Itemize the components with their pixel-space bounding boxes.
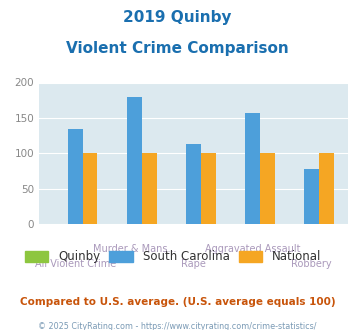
Text: Compared to U.S. average. (U.S. average equals 100): Compared to U.S. average. (U.S. average …	[20, 297, 335, 307]
Bar	[83, 153, 97, 224]
Bar	[127, 97, 142, 224]
Legend: Quinby, South Carolina, National: Quinby, South Carolina, National	[20, 246, 326, 268]
Bar	[245, 113, 260, 224]
Text: Robbery: Robbery	[291, 259, 332, 269]
Text: All Violent Crime: All Violent Crime	[35, 259, 116, 269]
Bar	[260, 153, 275, 224]
Text: Rape: Rape	[181, 259, 206, 269]
Text: © 2025 CityRating.com - https://www.cityrating.com/crime-statistics/: © 2025 CityRating.com - https://www.city…	[38, 322, 317, 330]
Bar	[186, 144, 201, 224]
Bar	[68, 129, 83, 224]
Bar	[201, 153, 215, 224]
Text: Violent Crime Comparison: Violent Crime Comparison	[66, 41, 289, 56]
Bar	[142, 153, 157, 224]
Bar	[319, 153, 334, 224]
Text: 2019 Quinby: 2019 Quinby	[123, 10, 232, 25]
Bar	[304, 169, 319, 224]
Text: Murder & Mans...: Murder & Mans...	[93, 244, 176, 254]
Text: Aggravated Assault: Aggravated Assault	[205, 244, 300, 254]
